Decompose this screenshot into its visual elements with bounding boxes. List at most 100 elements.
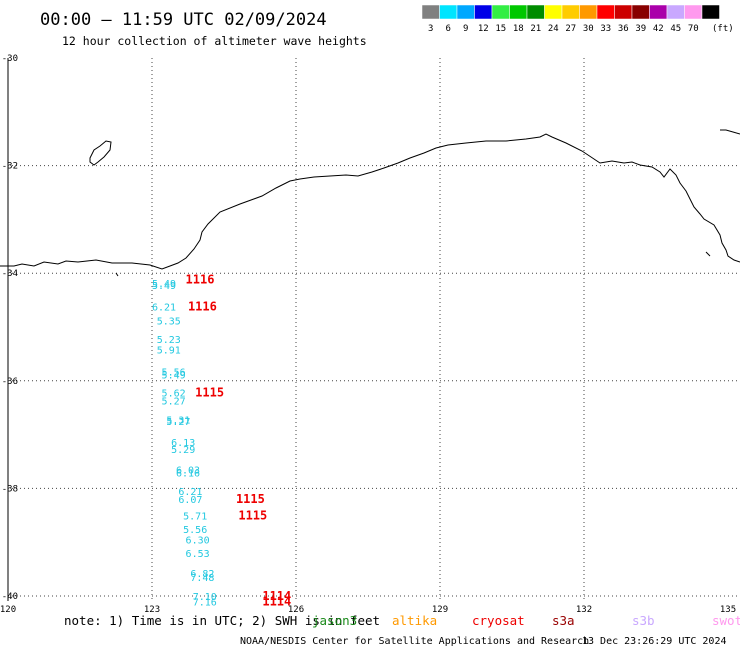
legend-tick-label: 24: [548, 24, 559, 34]
y-tick-label: -30: [2, 54, 18, 64]
legend-swatch: [684, 4, 703, 20]
legend-swatch: [474, 4, 493, 20]
mission-name: swot: [712, 613, 740, 628]
swh-value: 5.56: [162, 368, 186, 379]
legend-swatch: [596, 4, 615, 20]
legend-tick-label: 30: [583, 24, 594, 34]
coastline: [0, 129, 740, 277]
pass-label: 1115: [236, 492, 265, 506]
mission-name: s3b: [632, 613, 655, 628]
swh-value: 5.62: [162, 389, 186, 400]
swh-value: 5.29: [171, 445, 195, 456]
swh-value: 5.49: [152, 281, 176, 292]
pass-label: 1116: [186, 273, 215, 287]
legend-unit-label: (ft): [712, 24, 734, 34]
swh-value: 6.21: [152, 303, 176, 314]
small-islet-1: [115, 272, 119, 277]
map-subtitle: 12 hour collection of altimeter wave hei…: [62, 34, 367, 48]
island-recherche: [89, 140, 112, 166]
pass-label: 1115: [195, 386, 224, 400]
legend-tick-label: 12: [478, 24, 489, 34]
graticule: [8, 58, 740, 601]
map-title: 00:00 – 11:59 UTC 02/09/2024: [40, 10, 327, 30]
swh-value: 5.23: [157, 335, 181, 346]
swh-value: 5.35: [157, 317, 181, 328]
legend-swatch: [491, 4, 510, 20]
legend-tick-label: 27: [565, 24, 576, 34]
legend-swatch: [561, 4, 580, 20]
swh-value: 5.71: [183, 511, 207, 522]
legend-tick-label: 21: [530, 24, 541, 34]
swh-value: 5.56: [183, 525, 207, 536]
x-tick-label: 123: [144, 605, 160, 615]
legend-tick-label: 6: [446, 24, 451, 34]
swh-value: 5.91: [157, 346, 181, 357]
legend-swatch: [579, 4, 598, 20]
legend-tick-label: 33: [600, 24, 611, 34]
legend-tick-label: 42: [653, 24, 664, 34]
swh-value: 5.27: [166, 417, 190, 428]
swh-value: 5.27: [162, 397, 186, 408]
swh-value: 7.10: [193, 592, 217, 603]
legend-swatch: [439, 4, 458, 20]
legend-swatch: [649, 4, 668, 20]
legend-swatch: [526, 4, 545, 20]
pass-label: 1114: [262, 594, 291, 608]
note-text: note: 1) Time is in UTC; 2) SWH is in fe…: [64, 613, 380, 628]
legend-tick-label: 9: [463, 24, 468, 34]
swh-value: 5.31: [166, 416, 190, 427]
legend-tick-label: 45: [670, 24, 681, 34]
color-scale-legend: 3 6 9 12 15 18 21 24 27 30 33 36 39 42 45 70: [421, 4, 720, 34]
mainland-coast: [0, 133, 740, 270]
x-tick-label: 126: [288, 605, 304, 615]
swh-value: 6.21: [178, 487, 202, 498]
swh-value: 7.16: [193, 597, 217, 608]
y-tick-label: -40: [2, 592, 18, 602]
legend-tick-label: 18: [513, 24, 524, 34]
x-tick-label: 132: [576, 605, 592, 615]
y-tick-label: -32: [2, 162, 18, 172]
legend-swatch: [509, 4, 528, 20]
swh-value: 6.13: [171, 438, 195, 449]
x-tick-label: 129: [432, 605, 448, 615]
legend-swatch: [544, 4, 563, 20]
pass-label: 1115: [238, 508, 267, 522]
legend-swatch: [631, 4, 650, 20]
swh-value: 7.48: [190, 573, 214, 584]
y-tick-label: -38: [2, 484, 18, 494]
x-tick-label: 120: [0, 605, 16, 615]
y-tick-label: -34: [2, 269, 18, 279]
swh-value: 6.16: [176, 468, 200, 479]
footer-credit: NOAA/NESDIS Center for Satellite Applica…: [240, 636, 589, 647]
mission-name: altika: [392, 613, 437, 628]
pass-label: 1114: [262, 589, 291, 603]
swh-value: 6.53: [186, 549, 210, 560]
footer-timestamp: 13 Dec 23:26:29 UTC 2024: [582, 636, 727, 647]
swh-value: 6.07: [178, 495, 202, 506]
legend-swatch: [421, 4, 440, 20]
swh-value: 5.49: [162, 370, 186, 381]
mission-name: cryosat: [472, 613, 525, 628]
x-tick-label: 135: [720, 605, 736, 615]
mission-name: jason3: [312, 613, 357, 628]
legend-tick-label: 15: [495, 24, 506, 34]
swh-readings: 5.495.496.215.355.235.915.565.495.625.27…: [152, 279, 217, 608]
swh-value: 5.49: [152, 279, 176, 290]
legend-tick-label: 36: [618, 24, 629, 34]
legend-tick-label: 3: [428, 24, 433, 34]
legend-swatch: [666, 4, 685, 20]
legend-tick-label: 70: [688, 24, 699, 34]
swh-value: 6.03: [176, 466, 200, 477]
legend-swatch: [614, 4, 633, 20]
mission-name: s3a: [552, 613, 575, 628]
swh-value: 6.30: [186, 536, 210, 547]
axis-ticks: 120 123 126 129 132 135 -30 -32 -34 -36 -38 -40: [0, 54, 736, 615]
legend-swatch: [456, 4, 475, 20]
small-islet-2: [705, 251, 711, 257]
swh-value: 6.82: [190, 569, 214, 580]
pass-label: 1116: [188, 300, 217, 314]
legend-swatch: [701, 4, 720, 20]
mission-legend: jason3 altika cryosat s3a s3b swot: [312, 613, 740, 628]
